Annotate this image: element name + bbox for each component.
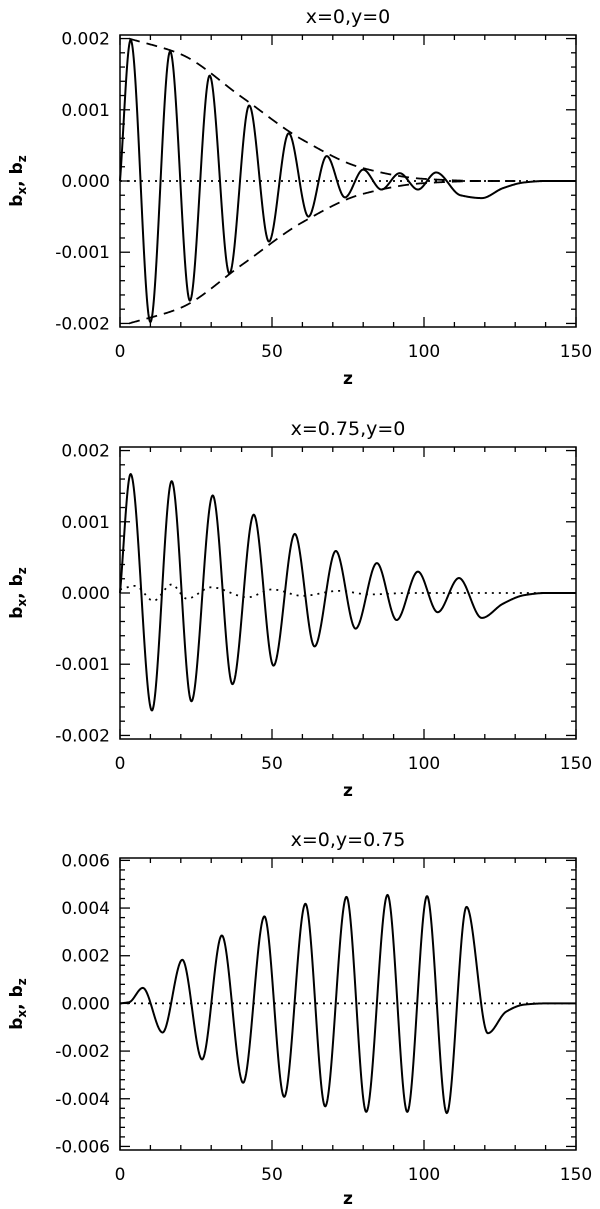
- x-axis-label: z: [343, 781, 353, 801]
- y-tick-label: 0.002: [61, 442, 110, 462]
- x-axis-label: z: [343, 1189, 353, 1209]
- y-axis-label-main: b: [7, 195, 27, 207]
- y-tick-label: -0.002: [55, 1042, 110, 1062]
- axis-ticks: [119, 858, 577, 1150]
- y-tick-labels: -0.002 -0.001 0.000 0.001 0.002: [55, 442, 110, 747]
- x-tick-label: 150: [560, 1165, 592, 1185]
- y-tick-label: -0.004: [55, 1090, 110, 1110]
- chart-title: x=0.75,y=0: [291, 418, 406, 440]
- y-tick-label: 0.004: [61, 899, 110, 919]
- axis-ticks: [119, 35, 577, 327]
- y-axis-label: bx, bz: [7, 155, 29, 206]
- series-group: [119, 473, 577, 712]
- y-tick-label: 0.006: [61, 851, 110, 871]
- x-tick-label: 0: [115, 342, 126, 362]
- y-tick-label: 0.001: [61, 101, 110, 121]
- y-tick-label: -0.001: [55, 655, 110, 675]
- y-axis-label: bx, bz: [7, 567, 29, 618]
- y-tick-label: 0.002: [61, 30, 110, 50]
- x-tick-label: 100: [408, 754, 440, 774]
- series-group: [119, 37, 577, 325]
- x-tick-label: 50: [261, 342, 283, 362]
- x-tick-labels: 0 50 100 150: [115, 1165, 593, 1185]
- y-axis-label-sep: ,: [7, 586, 27, 598]
- x-tick-label: 150: [560, 342, 592, 362]
- chart-title: x=0,y=0.75: [291, 829, 406, 851]
- series-solid-line: [119, 893, 577, 1115]
- panel-1: -0.002 -0.001 0.000 0.001 0.002 0 50 100…: [7, 6, 592, 389]
- x-tick-label: 150: [560, 754, 592, 774]
- y-axis-label-sub: z: [15, 567, 29, 574]
- x-tick-label: 100: [408, 1165, 440, 1185]
- y-axis-label-sep: ,: [7, 997, 27, 1009]
- panel-3: -0.006 -0.004 -0.002 0.000 0.002 0.004 0…: [7, 829, 592, 1209]
- chart-title: x=0,y=0: [306, 6, 391, 28]
- y-tick-labels: -0.006 -0.004 -0.002 0.000 0.002 0.004 0…: [55, 851, 110, 1157]
- y-tick-label: 0.000: [61, 172, 110, 192]
- x-tick-label: 50: [261, 1165, 283, 1185]
- panel-2: -0.002 -0.001 0.000 0.001 0.002 0 50 100…: [7, 418, 592, 801]
- y-axis-label-main: b: [7, 607, 27, 619]
- series-solid-line: [119, 473, 577, 712]
- series-dotted-line: [119, 583, 577, 602]
- y-tick-label: 0.002: [61, 947, 110, 967]
- x-tick-labels: 0 50 100 150: [115, 342, 593, 362]
- y-axis-label-main: b: [7, 985, 27, 997]
- series-solid-line: [119, 38, 577, 324]
- y-axis-label-sub: x: [15, 187, 29, 195]
- series-dashed-line: [128, 180, 516, 325]
- y-axis-label-sub: z: [15, 155, 29, 162]
- x-tick-label: 100: [408, 342, 440, 362]
- y-axis-label-sub: x: [15, 1010, 29, 1018]
- y-axis-label-sub: z: [15, 978, 29, 985]
- y-tick-label: 0.000: [61, 584, 110, 604]
- y-tick-label: -0.006: [55, 1137, 110, 1157]
- y-axis-label-main: b: [7, 1018, 27, 1030]
- y-tick-label: -0.002: [55, 726, 110, 746]
- x-tick-label: 50: [261, 754, 283, 774]
- y-tick-label: -0.001: [55, 243, 110, 263]
- y-axis-label-main: b: [7, 162, 27, 174]
- x-axis-label: z: [343, 369, 353, 389]
- y-axis-label: bx, bz: [7, 978, 29, 1029]
- y-tick-label: 0.000: [61, 994, 110, 1014]
- series-group: [119, 893, 577, 1115]
- x-tick-label: 0: [115, 1165, 126, 1185]
- y-tick-label: -0.002: [55, 314, 110, 334]
- y-axis-label-main: b: [7, 574, 27, 586]
- x-tick-labels: 0 50 100 150: [115, 754, 593, 774]
- y-tick-label: 0.001: [61, 513, 110, 533]
- y-axis-label-sep: ,: [7, 174, 27, 186]
- y-axis-label-sub: x: [15, 599, 29, 607]
- x-tick-label: 0: [115, 754, 126, 774]
- series-dashed-line: [128, 37, 516, 182]
- y-tick-labels: -0.002 -0.001 0.000 0.001 0.002: [55, 30, 110, 335]
